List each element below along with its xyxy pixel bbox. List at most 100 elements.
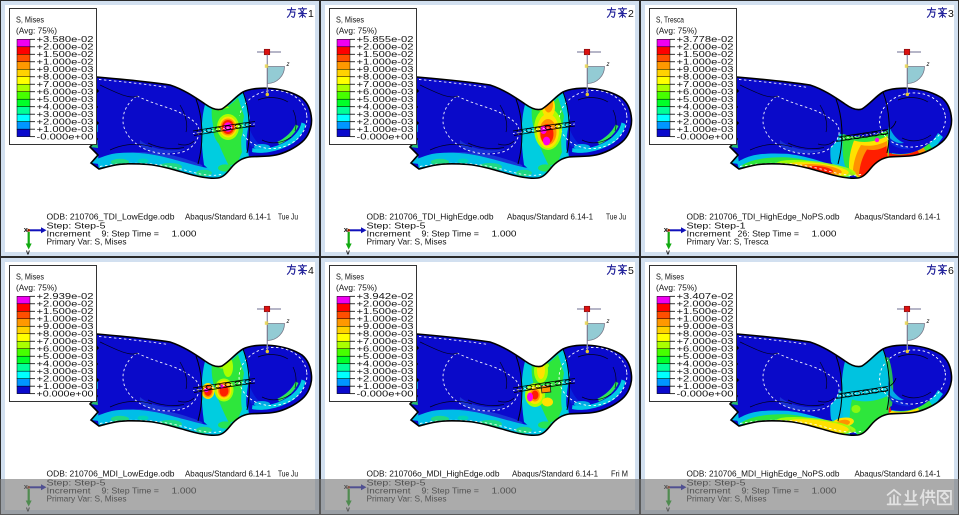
svg-text:5: 5 bbox=[628, 265, 634, 277]
svg-text:+9.000e-03: +9.000e-03 bbox=[37, 64, 94, 74]
svg-text:(Avg: 75%): (Avg: 75%) bbox=[656, 26, 697, 36]
svg-text:+2.000e-03: +2.000e-03 bbox=[677, 374, 734, 384]
svg-text:6: 6 bbox=[948, 265, 954, 277]
svg-text:+7.000e-03: +7.000e-03 bbox=[37, 79, 94, 89]
svg-text:+8.000e-03: +8.000e-03 bbox=[357, 329, 414, 339]
svg-text:+7.000e-03: +7.000e-03 bbox=[677, 336, 734, 346]
svg-text:Step: Step-5: Step: Step-5 bbox=[367, 221, 426, 231]
svg-text:+1.000e-03: +1.000e-03 bbox=[357, 381, 414, 391]
svg-text:v: v bbox=[666, 250, 670, 257]
svg-text:+5.000e-03: +5.000e-03 bbox=[37, 351, 94, 361]
svg-text:+9.000e-03: +9.000e-03 bbox=[357, 321, 414, 331]
svg-text:+8.000e-03: +8.000e-03 bbox=[677, 329, 734, 339]
svg-text:+1.000e-02: +1.000e-02 bbox=[37, 57, 94, 67]
svg-text:+7.000e-03: +7.000e-03 bbox=[37, 336, 94, 346]
svg-text:+7.000e-03: +7.000e-03 bbox=[357, 336, 414, 346]
svg-text:+1.000e-03: +1.000e-03 bbox=[37, 381, 94, 391]
svg-text:x: x bbox=[24, 225, 29, 234]
svg-text:z: z bbox=[286, 62, 290, 68]
svg-text:z: z bbox=[926, 62, 930, 68]
svg-text:+3.407e-02: +3.407e-02 bbox=[677, 291, 734, 301]
svg-text:Step: Step-5: Step: Step-5 bbox=[47, 221, 106, 231]
svg-text:+1.500e-02: +1.500e-02 bbox=[677, 49, 734, 59]
svg-text:S, Mises: S, Mises bbox=[336, 15, 364, 25]
svg-text:v: v bbox=[26, 250, 30, 257]
svg-text:+4.000e-03: +4.000e-03 bbox=[357, 102, 414, 112]
svg-text:(Avg: 75%): (Avg: 75%) bbox=[16, 283, 57, 293]
svg-text:+1.000e-02: +1.000e-02 bbox=[37, 314, 94, 324]
svg-text:+8.000e-03: +8.000e-03 bbox=[677, 72, 734, 82]
svg-text:+6.000e-03: +6.000e-03 bbox=[357, 344, 414, 354]
svg-text:+2.000e-03: +2.000e-03 bbox=[37, 374, 94, 384]
svg-text:-0.000e+00: -0.000e+00 bbox=[677, 389, 734, 399]
svg-text:-0.000e+00: -0.000e+00 bbox=[357, 389, 414, 399]
svg-text:+3.000e-03: +3.000e-03 bbox=[37, 109, 94, 119]
svg-text:Primary Var: S, Mises: Primary Var: S, Mises bbox=[367, 237, 447, 247]
svg-text:-0.000e+00: -0.000e+00 bbox=[357, 132, 414, 142]
svg-text:+7.000e-03: +7.000e-03 bbox=[357, 79, 414, 89]
svg-text:x: x bbox=[344, 225, 349, 234]
svg-text:+1.000e-02: +1.000e-02 bbox=[357, 57, 414, 67]
svg-text:+1.000e-02: +1.000e-02 bbox=[357, 314, 414, 324]
svg-text:+5.000e-03: +5.000e-03 bbox=[677, 351, 734, 361]
svg-text:+2.000e-02: +2.000e-02 bbox=[37, 299, 94, 309]
svg-text:4: 4 bbox=[308, 265, 314, 277]
svg-text:+8.000e-03: +8.000e-03 bbox=[357, 72, 414, 82]
svg-text:z: z bbox=[926, 319, 930, 325]
svg-text:(Avg: 75%): (Avg: 75%) bbox=[656, 283, 697, 293]
svg-text:+3.000e-03: +3.000e-03 bbox=[37, 366, 94, 376]
svg-text:+2.000e-02: +2.000e-02 bbox=[37, 42, 94, 52]
svg-text:-0.000e+00: -0.000e+00 bbox=[37, 132, 94, 142]
svg-text:(Avg: 75%): (Avg: 75%) bbox=[336, 283, 377, 293]
svg-text:+2.000e-03: +2.000e-03 bbox=[37, 117, 94, 127]
svg-text:+1.500e-02: +1.500e-02 bbox=[357, 49, 414, 59]
svg-text:+2.939e-02: +2.939e-02 bbox=[37, 291, 94, 301]
svg-text:Primary Var: S, Mises: Primary Var: S, Mises bbox=[47, 237, 127, 247]
svg-text:+1.000e-03: +1.000e-03 bbox=[677, 381, 734, 391]
svg-text:+0.000e+00: +0.000e+00 bbox=[37, 389, 94, 399]
svg-text:+9.000e-03: +9.000e-03 bbox=[357, 64, 414, 74]
svg-text:+1.000e-03: +1.000e-03 bbox=[357, 124, 414, 134]
svg-text:+4.000e-03: +4.000e-03 bbox=[677, 102, 734, 112]
svg-text:+1.000e-03: +1.000e-03 bbox=[677, 124, 734, 134]
svg-text:S, Tresca: S, Tresca bbox=[656, 15, 684, 25]
svg-text:+1.000e-02: +1.000e-02 bbox=[677, 314, 734, 324]
svg-text:S, Mises: S, Mises bbox=[16, 272, 44, 282]
svg-text:+1.500e-02: +1.500e-02 bbox=[677, 306, 734, 316]
svg-text:3: 3 bbox=[948, 8, 954, 20]
svg-text:+6.000e-03: +6.000e-03 bbox=[677, 344, 734, 354]
svg-text:Primary Var: S, Tresca: Primary Var: S, Tresca bbox=[687, 237, 769, 247]
svg-text:+1.000e-03: +1.000e-03 bbox=[37, 124, 94, 134]
svg-text:+4.000e-03: +4.000e-03 bbox=[37, 102, 94, 112]
svg-text:+2.000e-03: +2.000e-03 bbox=[677, 117, 734, 127]
svg-text:+2.000e-02: +2.000e-02 bbox=[677, 42, 734, 52]
svg-text:+5.000e-03: +5.000e-03 bbox=[677, 94, 734, 104]
svg-text:+2.000e-02: +2.000e-02 bbox=[357, 42, 414, 52]
svg-text:+4.000e-03: +4.000e-03 bbox=[37, 359, 94, 369]
svg-text:ODB: 210706_MDI_HighEdge_NoPS.: ODB: 210706_MDI_HighEdge_NoPS.odb Abaqus/… bbox=[687, 469, 941, 479]
svg-text:ODB: 210706_TDI_HighEdge_NoPS.: ODB: 210706_TDI_HighEdge_NoPS.odb Abaqus/… bbox=[687, 212, 941, 222]
svg-text:+3.580e-02: +3.580e-02 bbox=[37, 34, 94, 44]
svg-text:S, Mises: S, Mises bbox=[336, 272, 364, 282]
svg-text:x: x bbox=[664, 225, 669, 234]
svg-text:2: 2 bbox=[628, 8, 634, 20]
svg-text:(Avg: 75%): (Avg: 75%) bbox=[336, 26, 377, 36]
svg-text:+1.500e-02: +1.500e-02 bbox=[37, 49, 94, 59]
svg-text:+3.000e-03: +3.000e-03 bbox=[677, 109, 734, 119]
svg-text:+9.000e-03: +9.000e-03 bbox=[677, 321, 734, 331]
svg-text:+3.778e-02: +3.778e-02 bbox=[677, 34, 734, 44]
svg-text:+3.000e-03: +3.000e-03 bbox=[357, 366, 414, 376]
svg-text:z: z bbox=[286, 319, 290, 325]
svg-text:v: v bbox=[346, 250, 350, 257]
svg-text:+3.000e-03: +3.000e-03 bbox=[677, 366, 734, 376]
svg-text:S, Mises: S, Mises bbox=[656, 272, 684, 282]
svg-text:+1.000e-02: +1.000e-02 bbox=[677, 57, 734, 67]
svg-text:(Avg: 75%): (Avg: 75%) bbox=[16, 26, 57, 36]
svg-text:+3.000e-03: +3.000e-03 bbox=[357, 109, 414, 119]
svg-text:+2.000e-03: +2.000e-03 bbox=[357, 117, 414, 127]
